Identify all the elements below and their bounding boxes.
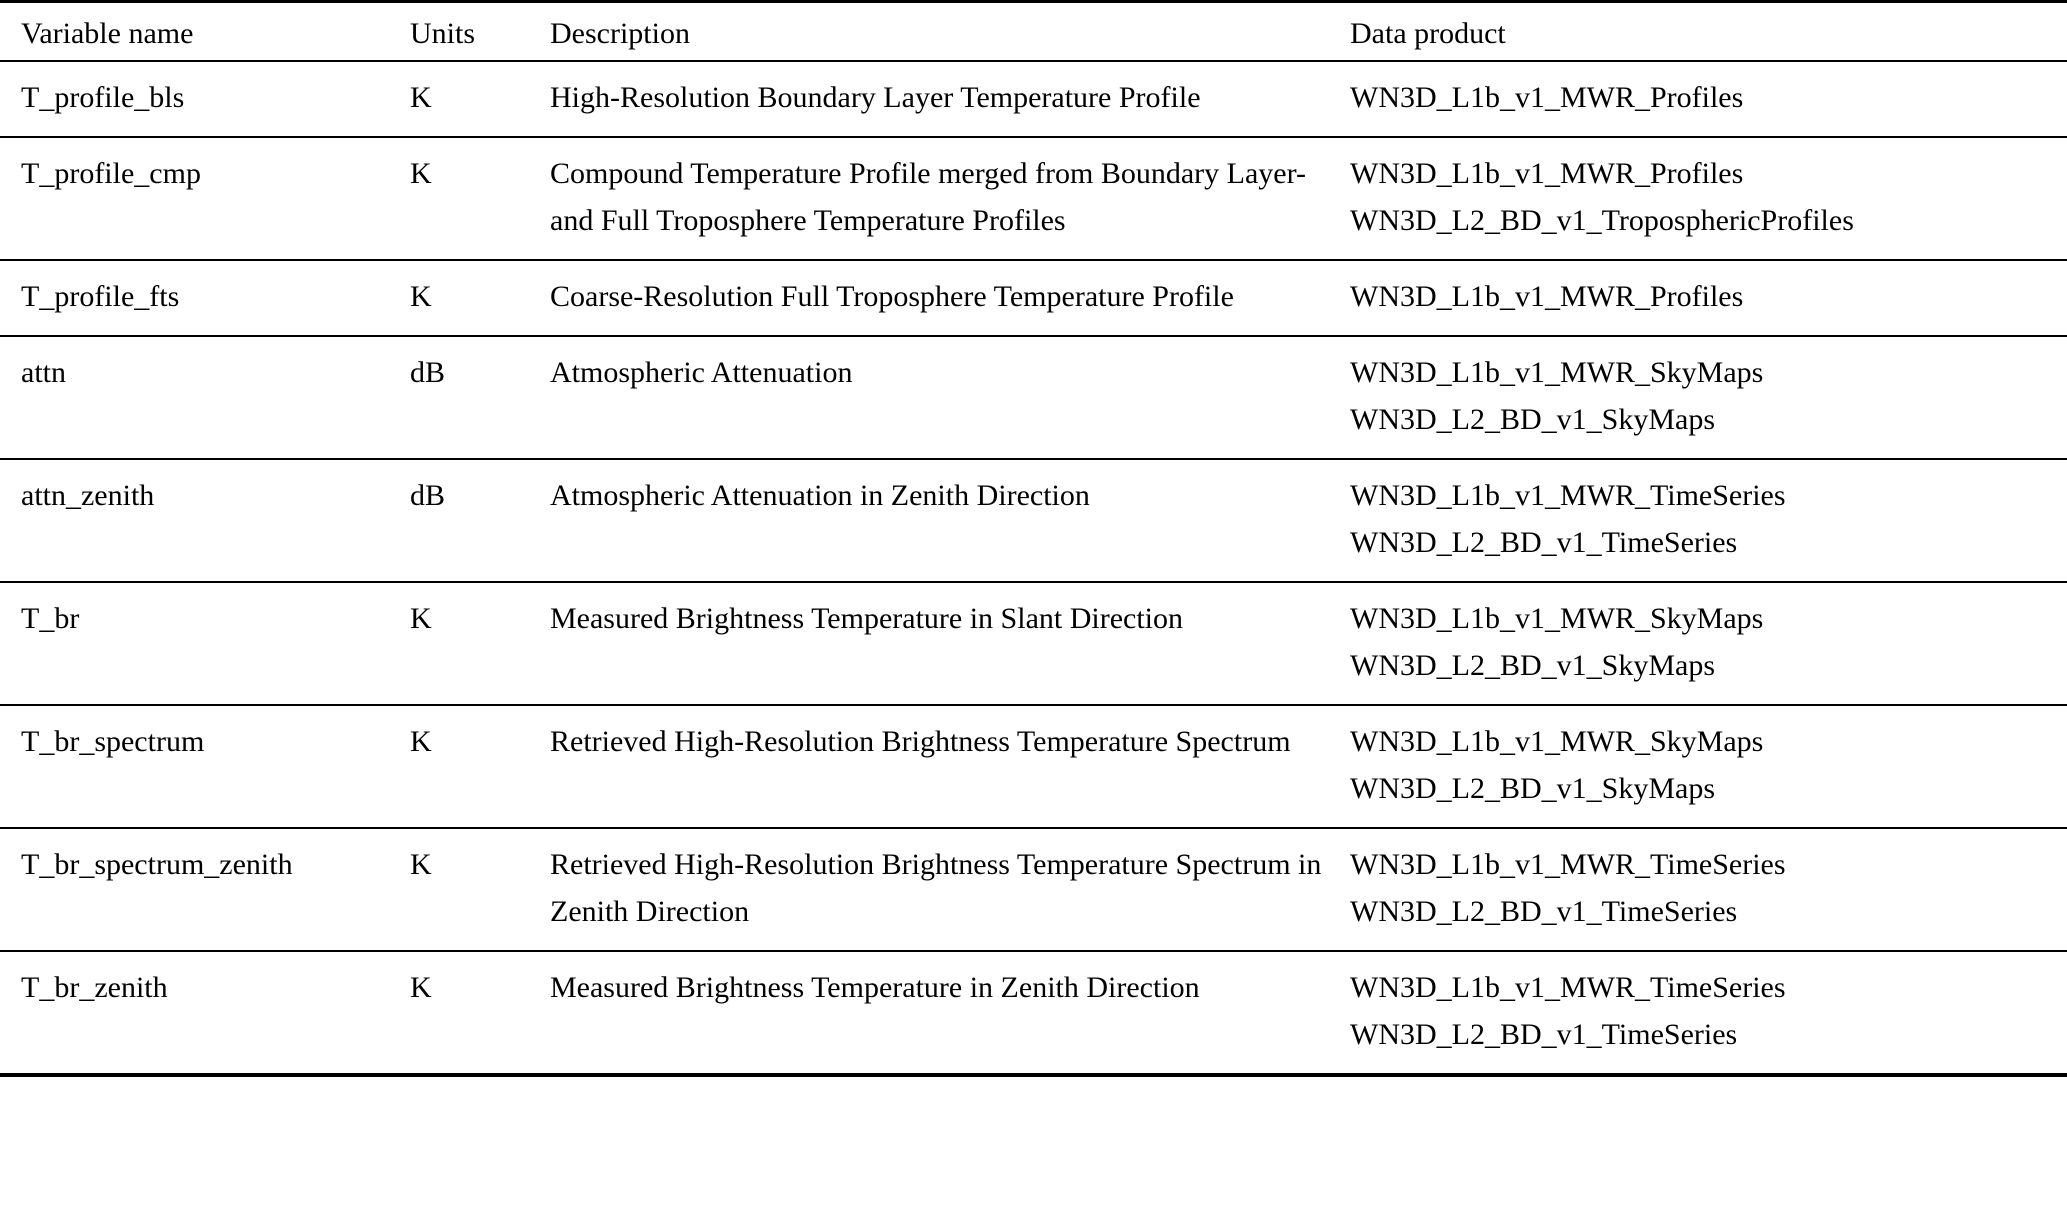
data-product-cell: WN3D_L1b_v1_MWR_SkyMaps WN3D_L2_BD_v1_Sk…: [1350, 336, 2067, 460]
data-product-cell: WN3D_L1b_v1_MWR_Profiles WN3D_L2_BD_v1_T…: [1350, 137, 2067, 261]
units-cell: K: [410, 971, 432, 1004]
description-cell: Measured Brightness Temperature in Zenit…: [550, 971, 1200, 1004]
variable-name-cell: T_br_zenith: [21, 971, 168, 1004]
description-cell: Atmospheric Attenuation in Zenith Direct…: [550, 459, 1350, 583]
table-row: T_br K Measured Brightness Temperature i…: [0, 582, 2067, 706]
table-row: T_profile_fts K Coarse-Resolution Full T…: [0, 260, 2067, 337]
header-variable-name: Variable name: [0, 1, 410, 62]
table-header-row: Variable name Units Description Data pro…: [0, 1, 2067, 62]
variable-name-cell: T_br_spectrum_zenith: [0, 828, 410, 952]
table-row: T_profile_bls K High-Resolution Boundary…: [0, 61, 2067, 138]
table-row: T_br_spectrum_zenith K Retrieved High-Re…: [0, 828, 2067, 952]
data-product-cell: WN3D_L1b_v1_MWR_Profiles: [1350, 260, 2067, 337]
units-cell: K: [410, 61, 550, 138]
table-body: T_profile_bls K High-Resolution Boundary…: [0, 61, 2067, 1075]
units-cell: K: [410, 705, 550, 829]
description-cell: Retrieved High-Resolution Brightness Tem…: [550, 705, 1350, 829]
table-row: attn dB Atmospheric Attenuation WN3D_L1b…: [0, 336, 2067, 460]
description-cell: Coarse-Resolution Full Troposphere Tempe…: [550, 260, 1350, 337]
variable-name-cell: attn: [0, 336, 410, 460]
variables-table: Variable name Units Description Data pro…: [0, 0, 2067, 1077]
units-cell: K: [410, 260, 550, 337]
description-cell: Compound Temperature Profile merged from…: [550, 137, 1350, 261]
description-cell: Retrieved High-Resolution Brightness Tem…: [550, 828, 1350, 952]
variable-name-cell: T_profile_cmp: [0, 137, 410, 261]
table-row: attn_zenith dB Atmospheric Attenuation i…: [0, 459, 2067, 583]
units-cell: dB: [410, 336, 550, 460]
units-cell: K: [410, 828, 550, 952]
variable-name-cell: T_profile_bls: [0, 61, 410, 138]
description-cell: High-Resolution Boundary Layer Temperatu…: [550, 61, 1350, 138]
description-cell: Measured Brightness Temperature in Slant…: [550, 582, 1350, 706]
variable-name-cell: T_br: [0, 582, 410, 706]
table-row: T_profile_cmp K Compound Temperature Pro…: [0, 137, 2067, 261]
header-data-product: Data product: [1350, 1, 2067, 62]
data-product-cell: WN3D_L1b_v1_MWR_SkyMaps WN3D_L2_BD_v1_Sk…: [1350, 705, 2067, 829]
variable-name-cell: T_profile_fts: [0, 260, 410, 337]
header-units: Units: [410, 1, 550, 62]
units-cell: K: [410, 582, 550, 706]
data-product-cell: WN3D_L1b_v1_MWR_TimeSeries WN3D_L2_BD_v1…: [1350, 459, 2067, 583]
data-product-cell: WN3D_L1b_v1_MWR_TimeSeries WN3D_L2_BD_v1…: [1350, 828, 2067, 952]
data-product-cell: WN3D_L1b_v1_MWR_TimeSeries WN3D_L2_BD_v1…: [1350, 971, 1786, 1051]
table-row: T_br_spectrum K Retrieved High-Resolutio…: [0, 705, 2067, 829]
description-cell: Atmospheric Attenuation: [550, 336, 1350, 460]
table-row: T_br_zenith K Measured Brightness Temper…: [0, 951, 2067, 1075]
variable-name-cell: attn_zenith: [0, 459, 410, 583]
units-cell: K: [410, 137, 550, 261]
header-description: Description: [550, 1, 1350, 62]
data-product-cell: WN3D_L1b_v1_MWR_Profiles: [1350, 61, 2067, 138]
variable-name-cell: T_br_spectrum: [0, 705, 410, 829]
data-product-cell: WN3D_L1b_v1_MWR_SkyMaps WN3D_L2_BD_v1_Sk…: [1350, 582, 2067, 706]
units-cell: dB: [410, 459, 550, 583]
